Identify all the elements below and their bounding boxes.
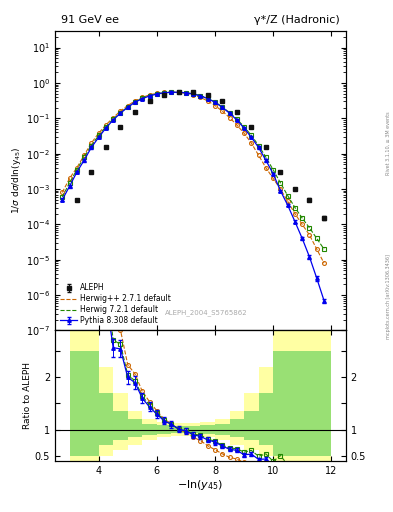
Herwig 7.2.1 default [249,132,254,138]
Herwig++ 2.7.1 default [60,189,64,196]
Line: Herwig 7.2.1 default: Herwig 7.2.1 default [62,92,324,249]
Herwig++ 2.7.1 default [89,140,94,146]
Herwig++ 2.7.1 default [300,221,305,227]
Text: ALEPH_2004_S5765862: ALEPH_2004_S5765862 [165,309,248,316]
Herwig 7.2.1 default [67,180,72,186]
Herwig++ 2.7.1 default [191,92,196,98]
Herwig++ 2.7.1 default [125,102,130,109]
Herwig++ 2.7.1 default [75,165,79,171]
Herwig 7.2.1 default [292,204,298,210]
Herwig++ 2.7.1 default [67,175,72,181]
Herwig 7.2.1 default [184,90,188,96]
Herwig++ 2.7.1 default [249,140,254,146]
Herwig 7.2.1 default [111,116,116,122]
Herwig 7.2.1 default [140,95,145,101]
Herwig++ 2.7.1 default [154,90,159,96]
Herwig++ 2.7.1 default [314,246,319,252]
Herwig 7.2.1 default [234,116,239,122]
Herwig 7.2.1 default [118,110,123,116]
Herwig 7.2.1 default [278,180,283,186]
Herwig++ 2.7.1 default [278,186,283,192]
Line: Herwig++ 2.7.1 default: Herwig++ 2.7.1 default [62,92,324,263]
Herwig++ 2.7.1 default [169,89,174,95]
Herwig 7.2.1 default [125,104,130,110]
Herwig++ 2.7.1 default [118,108,123,114]
Text: γ*/Z (Hadronic): γ*/Z (Hadronic) [254,15,340,25]
Herwig 7.2.1 default [264,154,268,160]
Herwig 7.2.1 default [176,89,181,95]
Herwig++ 2.7.1 default [184,90,188,96]
Herwig++ 2.7.1 default [242,130,246,136]
Herwig++ 2.7.1 default [206,98,210,104]
Herwig++ 2.7.1 default [256,152,261,158]
Herwig 7.2.1 default [133,99,138,105]
Herwig 7.2.1 default [154,91,159,97]
Herwig++ 2.7.1 default [82,152,86,158]
Herwig 7.2.1 default [191,91,196,97]
Herwig 7.2.1 default [314,236,319,242]
Herwig++ 2.7.1 default [176,89,181,95]
Herwig++ 2.7.1 default [307,232,312,238]
Herwig 7.2.1 default [198,93,203,99]
Herwig++ 2.7.1 default [133,98,138,104]
Text: mcplots.cern.ch [arXiv:1306.3436]: mcplots.cern.ch [arXiv:1306.3436] [386,254,391,339]
Herwig++ 2.7.1 default [322,260,327,266]
Herwig++ 2.7.1 default [285,198,290,204]
Herwig 7.2.1 default [256,142,261,148]
Herwig 7.2.1 default [104,123,108,130]
Herwig++ 2.7.1 default [104,122,108,128]
Legend: ALEPH, Herwig++ 2.7.1 default, Herwig 7.2.1 default, Pythia 8.308 default: ALEPH, Herwig++ 2.7.1 default, Herwig 7.… [59,282,173,327]
Text: 91 GeV ee: 91 GeV ee [61,15,119,25]
Herwig++ 2.7.1 default [227,115,232,121]
Herwig 7.2.1 default [307,225,312,231]
Herwig 7.2.1 default [227,110,232,116]
Herwig++ 2.7.1 default [271,175,275,181]
Herwig++ 2.7.1 default [220,108,225,114]
Herwig++ 2.7.1 default [213,102,217,109]
Herwig++ 2.7.1 default [111,115,116,121]
Herwig 7.2.1 default [300,215,305,221]
Herwig++ 2.7.1 default [292,210,298,217]
Herwig 7.2.1 default [147,93,152,99]
Text: Rivet 3.1.10, ≥ 3M events: Rivet 3.1.10, ≥ 3M events [386,112,391,175]
Y-axis label: 1/$\sigma$ d$\sigma$/dln(y$_{45}$): 1/$\sigma$ d$\sigma$/dln(y$_{45}$) [10,147,23,215]
Herwig 7.2.1 default [242,123,246,130]
Herwig 7.2.1 default [213,99,217,105]
Herwig 7.2.1 default [322,246,327,252]
Herwig++ 2.7.1 default [162,89,167,95]
Herwig 7.2.1 default [206,95,210,101]
X-axis label: $-\ln(y_{45})$: $-\ln(y_{45})$ [177,478,224,493]
Herwig++ 2.7.1 default [234,122,239,128]
Herwig++ 2.7.1 default [198,94,203,100]
Herwig++ 2.7.1 default [264,165,268,171]
Herwig 7.2.1 default [89,142,94,148]
Herwig 7.2.1 default [96,132,101,138]
Y-axis label: Ratio to ALEPH: Ratio to ALEPH [23,362,32,429]
Herwig 7.2.1 default [60,194,64,200]
Herwig 7.2.1 default [82,154,86,160]
Herwig 7.2.1 default [162,90,167,96]
Herwig 7.2.1 default [271,167,275,173]
Herwig 7.2.1 default [220,104,225,110]
Herwig++ 2.7.1 default [147,92,152,98]
Herwig 7.2.1 default [75,167,79,173]
Herwig 7.2.1 default [285,193,290,199]
Herwig 7.2.1 default [169,89,174,95]
Herwig++ 2.7.1 default [96,130,101,136]
Herwig++ 2.7.1 default [140,94,145,100]
